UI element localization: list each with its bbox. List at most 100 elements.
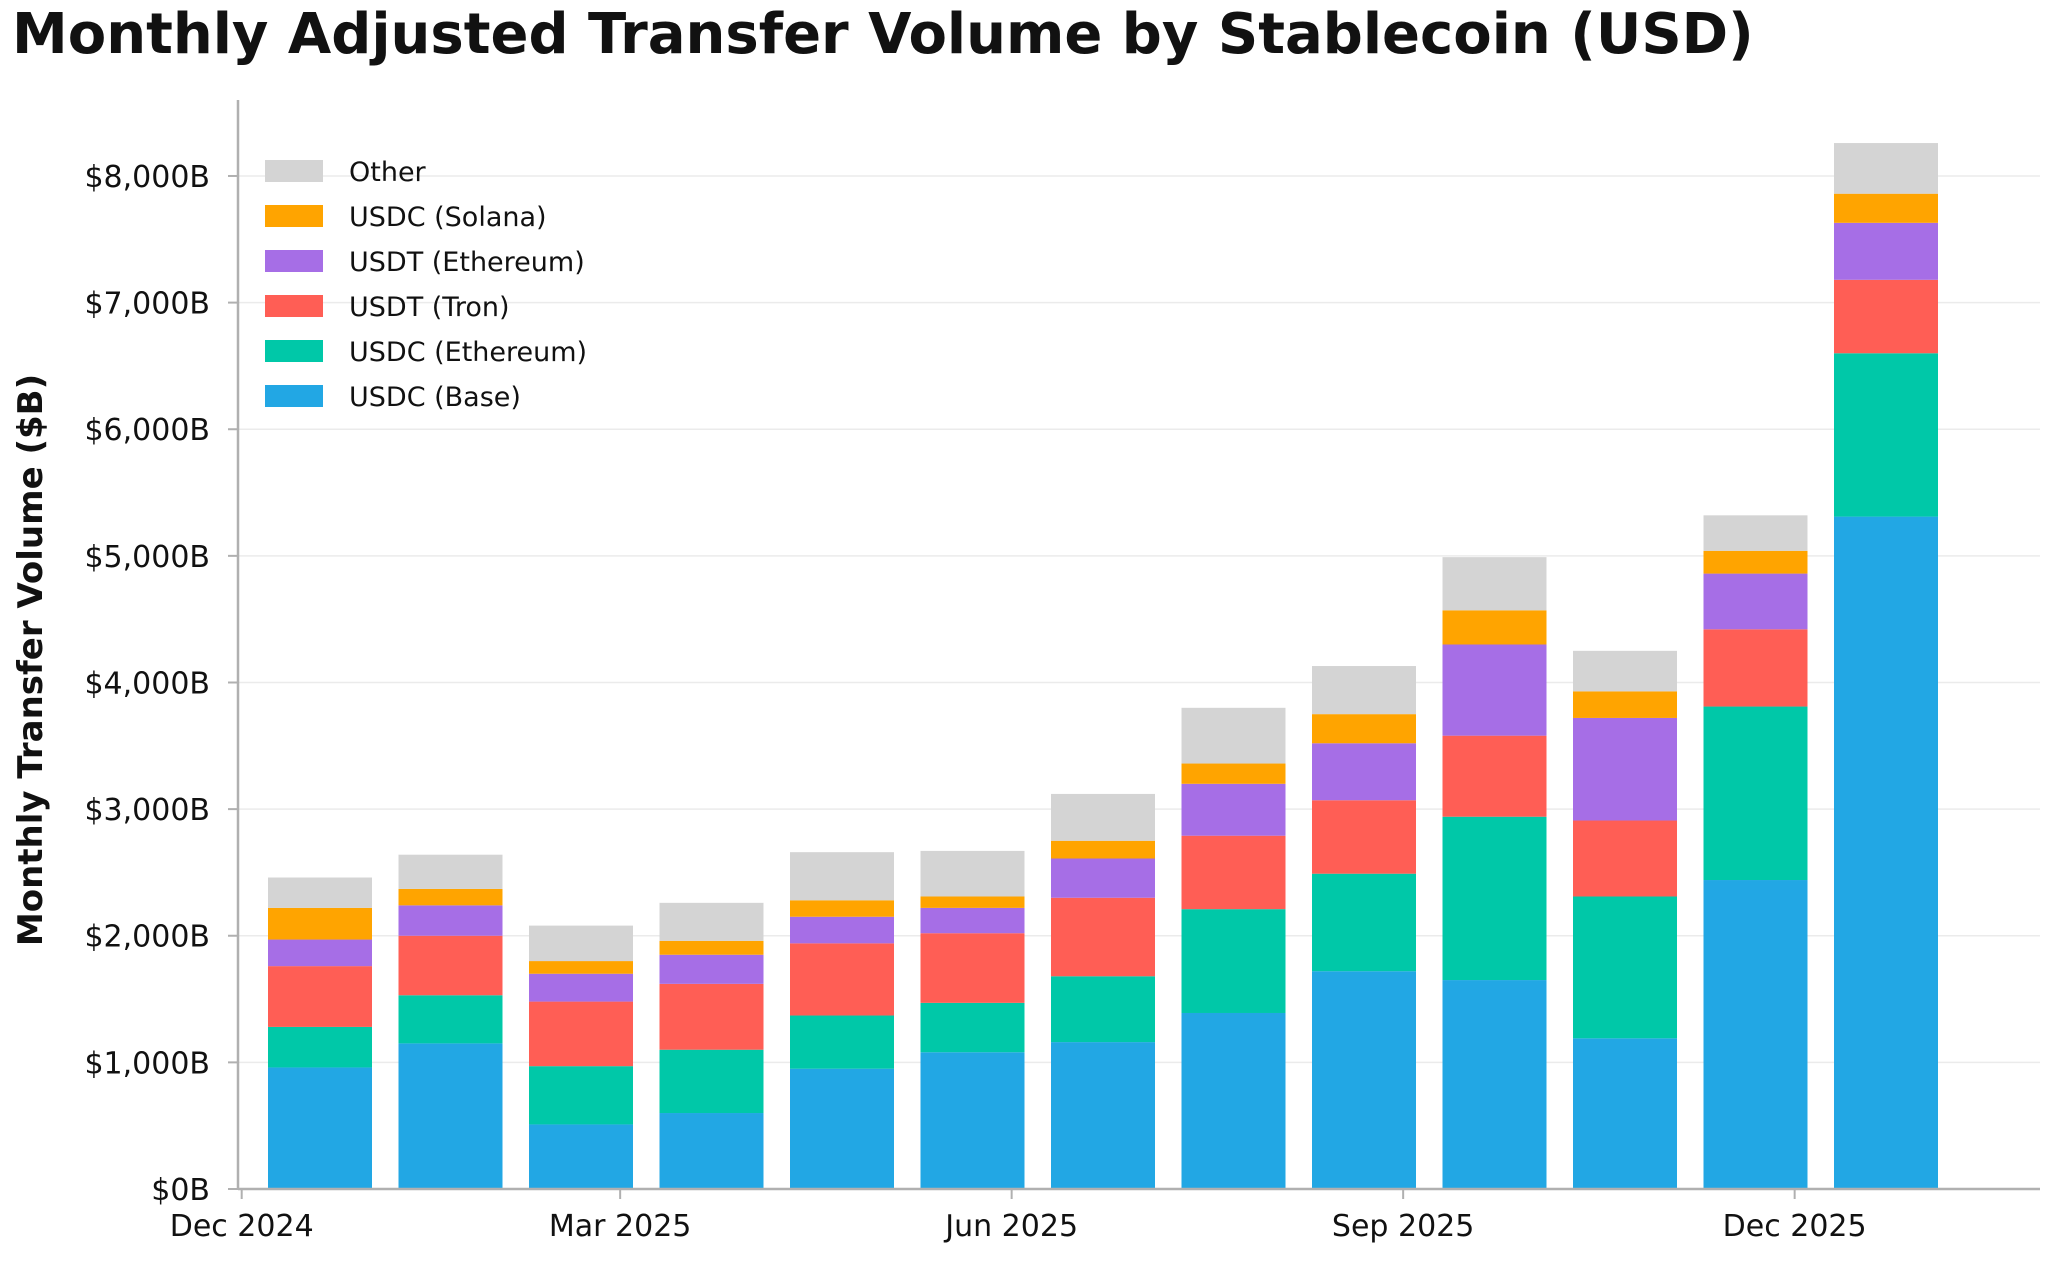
bar-segment-usdc-base (920, 1052, 1025, 1189)
bar-segment-usdt-ethereum (268, 939, 372, 967)
y-axis-title: Monthly Transfer Volume ($B) (11, 374, 51, 946)
bar-segment-usdt-tron (1442, 735, 1547, 817)
legend-item-usdt-tron[interactable]: USDT (Tron) (265, 292, 510, 323)
bar-segment-other (529, 925, 633, 962)
bar-segment-usdt-tron (1703, 629, 1808, 707)
bar-segment-usdc-base (529, 1124, 633, 1189)
bar-segment-other (1181, 707, 1286, 764)
y-tick-label: $3,000B (84, 793, 210, 828)
bar-segment-usdc-ethereum (1312, 873, 1416, 972)
y-axis-ticks: $0B $1,000B $2,000B $3,000B $4,000B $5,000B $6… (84, 160, 238, 1208)
bar-segment-usdt-ethereum (1834, 222, 1938, 280)
bar-segment-other (1442, 557, 1547, 611)
legend-swatch (265, 160, 323, 182)
legend-swatch (265, 295, 323, 317)
legend-swatch (265, 340, 323, 362)
x-tick-label: Sep 2025 (1332, 1209, 1474, 1244)
legend-item-usdc-ethereum[interactable]: USDC (Ethereum) (265, 337, 587, 368)
y-tick-label: $7,000B (84, 287, 210, 322)
bar-segment-usdc-solana (1442, 610, 1547, 645)
legend-label: USDT (Ethereum) (349, 247, 585, 278)
bar-stack-sep-2025 (1312, 666, 1416, 1189)
axes (236, 100, 2040, 1191)
bar-segment-usdc-ethereum (1442, 816, 1547, 981)
bar-segment-usdc-solana (268, 907, 372, 940)
legend-item-usdt-ethereum[interactable]: USDT (Ethereum) (265, 247, 585, 278)
bar-segment-usdt-ethereum (1573, 717, 1677, 821)
bar-stack-jan-2026 (1834, 143, 1938, 1189)
x-tick-label: Dec 2025 (1723, 1209, 1867, 1244)
bar-segment-usdc-base (1573, 1038, 1677, 1189)
bar-stack-apr-2025 (659, 902, 764, 1189)
bar-segment-usdt-ethereum (920, 907, 1025, 934)
bar-segment-other (920, 850, 1025, 897)
bar-segment-usdc-solana (1834, 193, 1938, 223)
bar-segment-usdt-ethereum (790, 916, 894, 944)
bar-segment-usdc-solana (529, 961, 633, 974)
bar-segment-usdt-tron (1181, 835, 1286, 910)
bar-segment-other (1051, 793, 1155, 841)
legend[interactable]: Other USDC (Solana) USDT (Ethereum) USDT (T… (265, 157, 587, 413)
bar-segment-usdc-solana (1312, 714, 1416, 744)
bar-segment-other (1573, 650, 1677, 692)
bar-segment-other (268, 877, 372, 908)
bar-segment-usdt-tron (1312, 800, 1416, 874)
bar-segment-usdt-ethereum (398, 905, 503, 936)
bar-segment-usdt-tron (398, 935, 503, 996)
bar-segment-usdt-ethereum (1181, 783, 1286, 836)
bar-stack-jul-2025 (1051, 793, 1155, 1189)
bar-segment-usdc-ethereum (1573, 896, 1677, 1039)
bar-segment-other (398, 854, 503, 889)
bar-segment-usdt-ethereum (1442, 644, 1547, 736)
legend-swatch (265, 205, 323, 227)
bar-segment-usdc-base (398, 1043, 503, 1189)
bar-segment-usdc-solana (920, 896, 1025, 908)
bar-segment-usdc-base (1051, 1042, 1155, 1189)
bar-segment-usdc-solana (1051, 840, 1155, 859)
bar-stack-aug-2025 (1181, 707, 1286, 1189)
legend-item-other[interactable]: Other (265, 157, 427, 188)
bar-segment-usdc-ethereum (659, 1049, 764, 1114)
bar-segment-usdc-ethereum (1181, 909, 1286, 1013)
bar-stack-may-2025 (790, 852, 894, 1189)
bar-segment-usdc-base (1703, 880, 1808, 1189)
chart-title: Monthly Adjusted Transfer Volume by Stab… (12, 2, 1754, 67)
y-tick-label: $8,000B (84, 160, 210, 195)
x-tick-label: Mar 2025 (549, 1209, 692, 1244)
y-tick-label: $0B (151, 1173, 210, 1208)
bar-stack-oct-2025 (1442, 557, 1547, 1189)
bar-stack-dec-2025 (1703, 515, 1808, 1189)
bar-segment-usdt-tron (1834, 279, 1938, 354)
bar-segment-usdc-base (1834, 516, 1938, 1189)
legend-item-usdc-base[interactable]: USDC (Base) (265, 382, 521, 413)
bar-segment-usdt-tron (529, 1001, 633, 1067)
bar-segment-usdc-solana (790, 900, 894, 917)
bar-segment-usdt-tron (1573, 820, 1677, 897)
bar-segment-usdc-ethereum (790, 1015, 894, 1069)
bar-stack-feb-2025 (398, 854, 503, 1189)
bar-segment-usdc-base (1442, 980, 1547, 1189)
bar-segment-other (659, 902, 764, 941)
bar-stack-nov-2025 (1573, 650, 1677, 1189)
y-tick-label: $2,000B (84, 920, 210, 955)
bar-stack-mar-2025 (529, 925, 633, 1189)
bar-segment-usdc-ethereum (1703, 706, 1808, 881)
bar-segment-usdc-base (268, 1067, 372, 1189)
y-tick-label: $1,000B (84, 1046, 210, 1081)
legend-swatch (265, 385, 323, 407)
bar-segment-usdc-base (1312, 971, 1416, 1189)
bar-segment-usdc-ethereum (1051, 976, 1155, 1043)
bar-segment-usdc-solana (1703, 550, 1808, 574)
bar-segment-usdc-ethereum (268, 1026, 372, 1068)
bar-segment-usdt-tron (920, 933, 1025, 1003)
x-tick-label: Jun 2025 (943, 1209, 1078, 1244)
bar-segment-usdc-solana (398, 888, 503, 906)
bar-segment-usdt-tron (659, 983, 764, 1050)
x-tick-label: Dec 2024 (170, 1209, 314, 1244)
bar-segment-usdc-solana (1181, 763, 1286, 784)
y-tick-label: $4,000B (84, 666, 210, 701)
legend-item-usdc-solana[interactable]: USDC (Solana) (265, 202, 547, 233)
bar-segment-usdc-ethereum (1834, 353, 1938, 517)
bar-segment-usdc-solana (1573, 691, 1677, 718)
